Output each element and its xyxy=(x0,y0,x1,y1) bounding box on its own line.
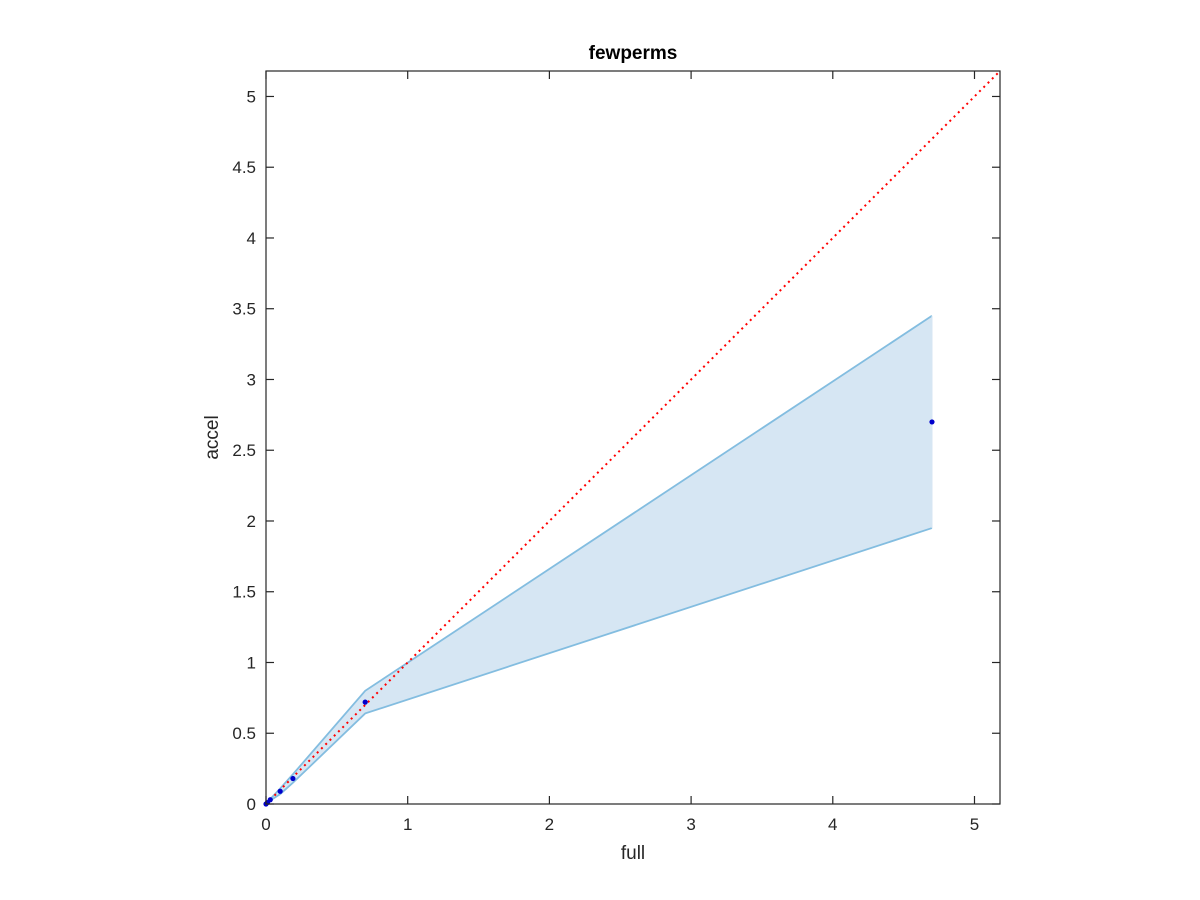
y-tick-label: 4.5 xyxy=(232,158,256,177)
y-tick-label: 2.5 xyxy=(232,441,256,460)
band-fill xyxy=(266,315,932,804)
x-axis-label: full xyxy=(621,843,645,864)
data-point xyxy=(362,699,368,705)
y-tick-label: 1.5 xyxy=(232,583,256,602)
y-tick-label: 4 xyxy=(247,229,256,248)
y-tick-labels: 0 0.5 1 1.5 2 2.5 3 3.5 4 4.5 5 xyxy=(232,87,256,814)
reference-diagonal-line xyxy=(265,70,1001,805)
y-tick-label: 3 xyxy=(247,370,256,389)
x-tick-label: 4 xyxy=(828,815,837,834)
data-point xyxy=(290,775,296,782)
x-tick-label: 5 xyxy=(970,815,979,834)
y-tick-label: 0 xyxy=(247,795,256,814)
reference-line-layer xyxy=(265,70,1001,805)
axis-ticks xyxy=(265,71,1000,805)
chart-title: fewperms xyxy=(589,43,678,64)
confidence-band xyxy=(265,315,933,805)
x-tick-label: 0 xyxy=(261,815,270,834)
y-tick-label: 2 xyxy=(247,512,256,531)
data-point xyxy=(929,419,935,425)
data-point xyxy=(277,788,283,794)
x-tick-labels: 0 1 2 3 4 5 xyxy=(261,815,979,834)
x-tick-label: 1 xyxy=(403,815,412,834)
data-point xyxy=(267,797,273,803)
plot-area-frame xyxy=(265,70,1001,805)
y-axis-label: accel xyxy=(202,415,223,459)
y-tick-label: 3.5 xyxy=(232,300,256,319)
x-tick-label: 2 xyxy=(545,815,554,834)
x-tick-label: 3 xyxy=(686,815,695,834)
y-tick-label: 0.5 xyxy=(232,724,256,743)
y-tick-label: 1 xyxy=(247,653,256,672)
y-tick-label: 5 xyxy=(247,87,256,106)
